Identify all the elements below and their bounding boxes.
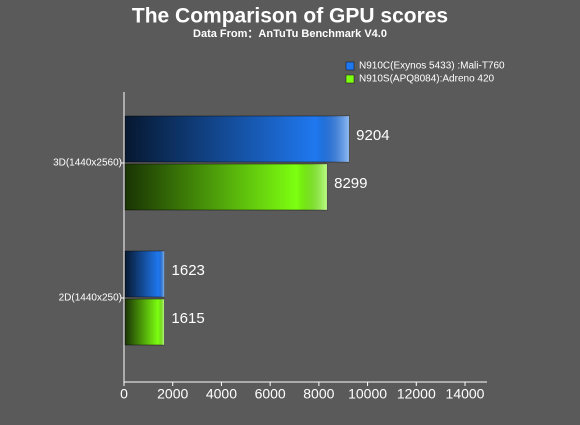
value-label: 8299: [334, 175, 367, 192]
x-tick-label: 6000: [255, 386, 286, 402]
value-label: 1623: [172, 262, 205, 279]
y-tick-label: 3D(1440x2560): [53, 158, 122, 169]
x-tick-label: 10000: [348, 386, 387, 402]
bar-shade: [125, 299, 165, 345]
x-tick-label: 0: [120, 386, 128, 402]
legend-label: N910C(Exynos 5433) :Mali-T760: [359, 61, 505, 72]
chart-title: The Comparison of GPU scores: [132, 5, 448, 28]
bar-shade: [125, 116, 350, 162]
chart-subtitle: Data From：AnTuTu Benchmark V4.0: [193, 28, 387, 40]
x-tick-label: 12000: [397, 386, 436, 402]
legend-swatch: [345, 61, 355, 71]
x-tick-label: 14000: [446, 386, 485, 402]
x-tick-label: 4000: [206, 386, 237, 402]
bar-shade: [125, 164, 328, 210]
bar-shade: [125, 251, 165, 297]
x-tick-label: 8000: [303, 386, 334, 402]
y-tick-label: 2D(1440x250): [59, 293, 122, 304]
legend-swatch: [345, 74, 355, 84]
x-tick-label: 2000: [157, 386, 188, 402]
value-label: 9204: [356, 127, 389, 144]
legend-label: N910S(APQ8084):Adreno 420: [359, 74, 495, 85]
value-label: 1615: [171, 310, 204, 327]
